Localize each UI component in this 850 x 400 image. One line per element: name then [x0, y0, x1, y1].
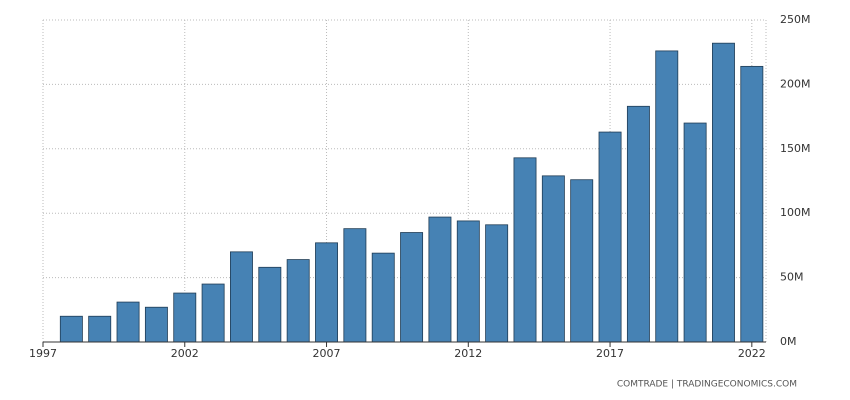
bar [116, 301, 140, 343]
y-tick-label: 100M [780, 206, 811, 219]
bar [456, 220, 480, 343]
y-tick-label: 50M [780, 271, 804, 284]
bar [286, 259, 310, 343]
source: COMTRADE | TRADINGECONOMICS.COM [617, 380, 797, 390]
bar [230, 251, 253, 343]
bar [513, 157, 537, 343]
bar [428, 216, 452, 343]
bar [258, 266, 282, 343]
bar [59, 315, 83, 343]
bar [712, 42, 735, 343]
y-tick-label: 250M [780, 13, 811, 26]
x-tick-label: 2017 [596, 347, 624, 360]
bar [570, 179, 594, 343]
y-tick-label: 200M [780, 77, 811, 90]
bar [371, 252, 395, 343]
bar [400, 232, 424, 343]
x-tick-label: 2002 [171, 347, 199, 360]
x-tick-label: 2007 [313, 347, 341, 360]
bar [598, 131, 622, 343]
bar [201, 283, 225, 343]
bar [144, 306, 168, 343]
x-tick-label: 2022 [738, 347, 766, 360]
y-tick-label: 150M [780, 142, 811, 155]
bar [173, 292, 197, 343]
bar [485, 224, 509, 343]
bar [315, 242, 338, 343]
bar [88, 315, 112, 343]
bar [343, 228, 367, 343]
x-tick-label: 2012 [454, 347, 482, 360]
bar [740, 65, 764, 343]
bar [655, 50, 679, 343]
y-tick-label: 0M [780, 335, 797, 348]
x-tick-label: 1997 [29, 347, 57, 360]
bar [683, 122, 707, 343]
bar [541, 175, 565, 343]
bar [626, 105, 650, 343]
